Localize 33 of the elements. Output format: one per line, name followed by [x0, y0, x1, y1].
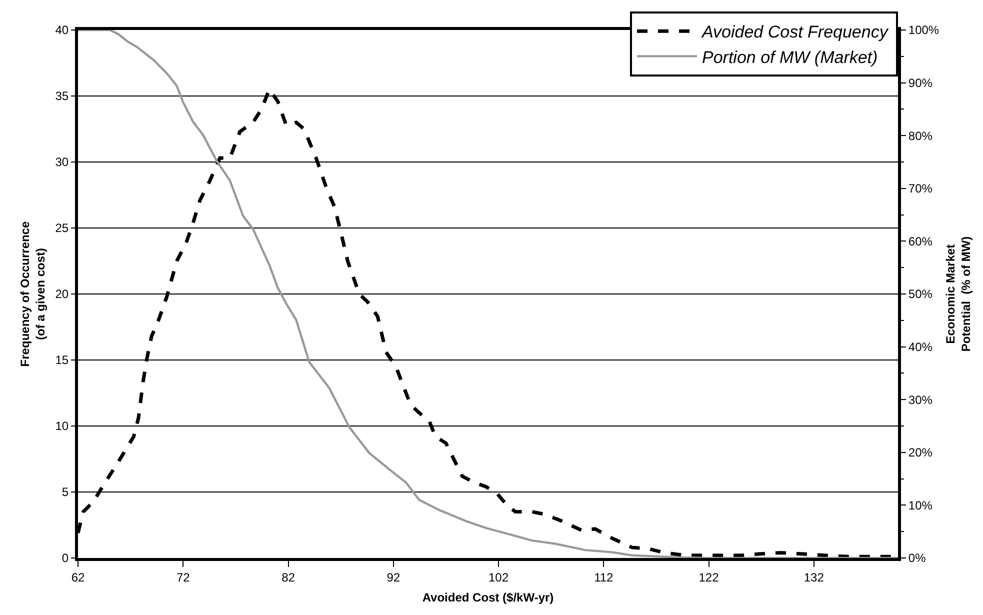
y2-tick-label: 60%	[908, 234, 933, 248]
y-tick-label: 15	[55, 353, 69, 368]
y-tick-label: 40	[55, 23, 69, 38]
legend-label: Avoided Cost Frequency	[701, 22, 890, 42]
y2-tick-label: 50%	[908, 287, 933, 302]
x-tick-label: 62	[71, 570, 85, 584]
y-tick-label: 0	[62, 551, 69, 566]
y2-tick-label: 80%	[908, 128, 933, 143]
x-tick-label: 112	[594, 570, 614, 584]
y2-tick-label: 30%	[908, 392, 933, 407]
y2-tick-label: 20%	[908, 446, 933, 460]
x-tick-label: 102	[488, 570, 509, 584]
y2-tick-label: 100%	[908, 23, 940, 38]
x-tick-label: 132	[804, 570, 824, 584]
y2-tick-label: 90%	[908, 76, 933, 90]
y-tick-label: 30	[55, 155, 69, 170]
y-tick-label: 25	[55, 221, 69, 236]
x-tick-label: 122	[698, 570, 720, 584]
x-axis-title: Avoided Cost ($/kW-yr)	[422, 590, 554, 604]
y-tick-label: 35	[55, 89, 69, 104]
x-tick-label: 72	[176, 570, 190, 584]
y-axis-title: Frequency of Occurrence (of a given cost)	[18, 220, 48, 367]
legend-label: Portion of MW (Market)	[702, 48, 878, 67]
y-tick-label: 5	[62, 485, 69, 500]
y2-axis-title: Economic Market Potential (% of MW)	[943, 236, 973, 352]
y2-tick-label: 0%	[908, 551, 926, 566]
y2-tick-label: 10%	[908, 498, 933, 512]
y2-tick-label: 40%	[908, 340, 933, 354]
y-tick-label: 20	[55, 287, 69, 302]
y2-tick-label: 70%	[908, 182, 933, 196]
x-tick-label: 82	[282, 570, 296, 584]
y-tick-label: 10	[55, 419, 69, 434]
x-tick-label: 92	[386, 570, 400, 584]
